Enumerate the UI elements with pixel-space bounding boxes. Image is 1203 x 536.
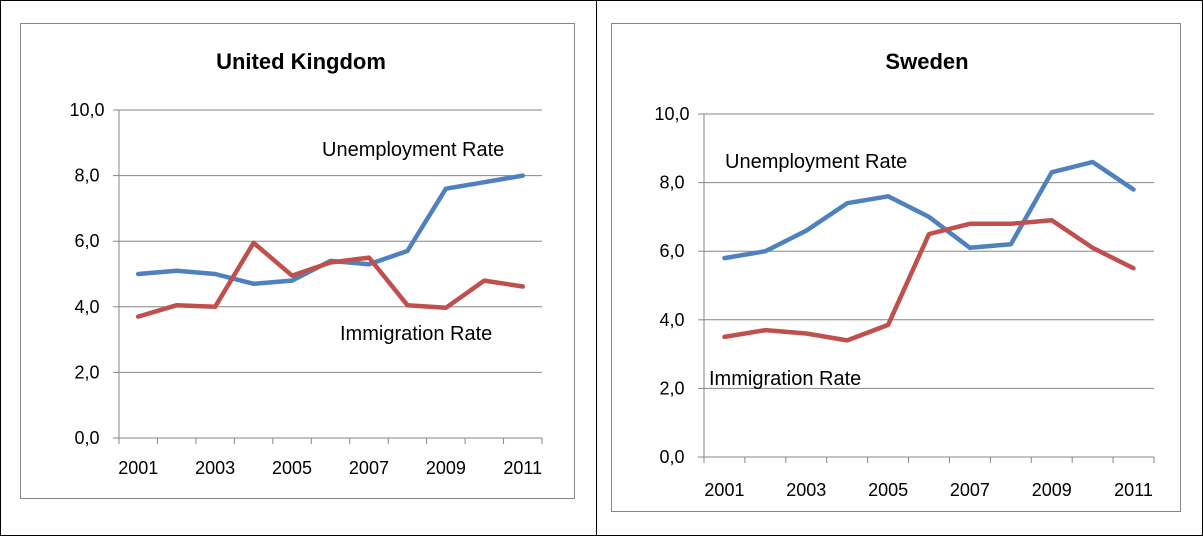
x-tick-label: 2007 xyxy=(950,480,990,500)
series-lines xyxy=(722,159,1136,343)
x-tick-label: 2009 xyxy=(426,458,466,478)
series-label-unemployment: Unemployment Rate xyxy=(725,151,907,173)
y-tick-labels: 0,0 2,0 4,0 6,0 8,0 10,0 xyxy=(69,100,104,448)
x-tick-label: 2005 xyxy=(868,480,908,500)
y-tick-label: 2,0 xyxy=(659,378,684,398)
y-tick-label: 6,0 xyxy=(74,231,99,251)
y-tick-label: 10,0 xyxy=(654,104,689,124)
y-tick-label: 2,0 xyxy=(74,362,99,382)
chart-title: Sweden xyxy=(885,49,968,74)
chart-sweden: Sweden 0,02,04,06,08,010,0 2001 2003 2005 2… xyxy=(611,23,1181,512)
series-lines xyxy=(135,173,526,319)
chart-united-kingdom: United Kingdom 0,02,04,06,08,010,0 2001 2… xyxy=(20,23,575,499)
chart-title: United Kingdom xyxy=(216,49,386,74)
x-tick-label: 2001 xyxy=(118,458,158,478)
axes xyxy=(113,109,543,444)
axes xyxy=(698,113,1155,463)
x-tick-label: 2009 xyxy=(1032,480,1072,500)
y-tick-label: 8,0 xyxy=(659,173,684,193)
panel-divider xyxy=(596,0,597,536)
series-line-1 xyxy=(135,240,526,319)
y-tick-label: 0,0 xyxy=(74,428,99,448)
series-label-immigration: Immigration Rate xyxy=(340,323,492,345)
x-tick-labels: 2001 2003 2005 2007 2009 2011 xyxy=(704,480,1152,500)
x-tick-labels: 2001 2003 2005 2007 2009 2011 xyxy=(118,458,542,478)
y-tick-labels: 0,0 2,0 4,0 6,0 8,0 10,0 xyxy=(654,104,689,467)
series-label-unemployment: Unemployment Rate xyxy=(322,139,504,161)
x-tick-label: 2011 xyxy=(503,458,542,478)
y-tick-label: 4,0 xyxy=(74,297,99,317)
x-tick-label: 2007 xyxy=(349,458,389,478)
series-line-1 xyxy=(722,218,1136,343)
x-tick-label: 2003 xyxy=(195,458,235,478)
series-label-immigration: Immigration Rate xyxy=(709,368,861,390)
y-tick-label: 10,0 xyxy=(69,100,104,120)
chart-border xyxy=(611,23,1181,512)
y-tick-label: 6,0 xyxy=(659,241,684,261)
x-tick-label: 2003 xyxy=(786,480,826,500)
series-line-0 xyxy=(722,159,1136,261)
y-tick-label: 4,0 xyxy=(659,310,684,330)
chart-border xyxy=(20,23,575,499)
y-tick-label: 0,0 xyxy=(659,447,684,467)
gridlines xyxy=(704,113,1154,389)
x-tick-label: 2005 xyxy=(272,458,312,478)
x-tick-label: 2001 xyxy=(704,480,744,500)
y-tick-label: 8,0 xyxy=(74,166,99,186)
x-tick-label: 2011 xyxy=(1114,480,1153,500)
